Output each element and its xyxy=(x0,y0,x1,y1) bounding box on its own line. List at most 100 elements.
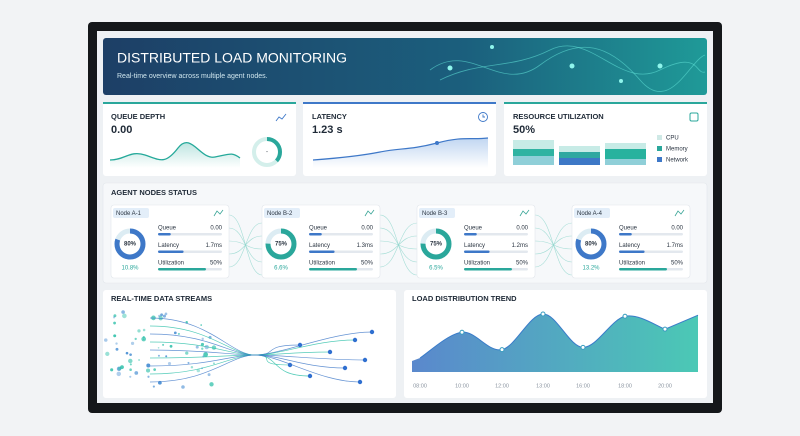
connector xyxy=(534,222,573,268)
stream-dot xyxy=(162,314,166,318)
icon xyxy=(519,209,530,217)
stream-dot xyxy=(164,312,168,316)
metric-label: Utilization xyxy=(619,261,645,267)
card-title: LATENCY xyxy=(312,112,347,121)
node-change: 6.6% xyxy=(274,266,288,272)
node-card xyxy=(571,204,691,279)
metric-bar xyxy=(619,268,667,271)
metric-bar xyxy=(158,268,206,271)
stream-graphic xyxy=(104,310,375,389)
header-title: DISTRIBUTED LOAD MONITORING xyxy=(117,50,347,66)
metric-bar xyxy=(464,268,512,271)
node-name: Node A-1 xyxy=(116,211,142,217)
stream-dot xyxy=(157,346,160,349)
metric-value: 50% xyxy=(361,261,374,267)
stream-dot xyxy=(153,368,156,371)
metric-bar xyxy=(619,250,645,253)
metric-value: 0.00 xyxy=(210,226,222,232)
metric-bar xyxy=(464,250,490,253)
node-pill xyxy=(574,208,610,218)
stream-dot xyxy=(134,371,139,375)
node-name: Node B-2 xyxy=(267,211,293,217)
stream-dot xyxy=(121,310,125,314)
metric-track xyxy=(464,233,528,236)
stream-dot xyxy=(195,345,199,349)
node-pill xyxy=(113,208,149,218)
metric-bar xyxy=(158,250,184,253)
node-pill xyxy=(419,208,455,218)
donut-arc xyxy=(575,228,607,260)
stream-dot xyxy=(165,355,168,358)
metric-label: Latency xyxy=(309,243,330,249)
stream-dot xyxy=(187,361,190,364)
trend-point xyxy=(580,344,586,350)
trend-point xyxy=(540,311,546,317)
node-name: Node A-4 xyxy=(577,211,603,217)
metric-bar xyxy=(464,233,477,236)
donut-arc xyxy=(265,228,297,260)
donut-label: 75% xyxy=(275,242,288,248)
trend-chart: 08:00 10:00 12:00 13:00 16:00 18:00 20:00 xyxy=(412,311,699,389)
stream-dot xyxy=(138,359,140,361)
metric-track xyxy=(619,233,683,236)
metric-value: 1.7ms xyxy=(206,243,222,249)
stream-end xyxy=(352,337,358,343)
stream-dot xyxy=(146,363,151,368)
stream-dot xyxy=(169,344,173,348)
stream-dot xyxy=(104,338,108,342)
legend-label: Network xyxy=(666,158,689,164)
metric-value: 50% xyxy=(516,261,529,267)
stream-dot xyxy=(129,375,132,378)
metric-bar xyxy=(309,250,335,253)
sparkline-dot xyxy=(435,141,439,145)
panel-title: REAL-TIME DATA STREAMS xyxy=(111,294,212,303)
card-accent xyxy=(103,102,296,104)
x-tick-label: 16:00 xyxy=(576,383,590,389)
stream-dot xyxy=(141,336,147,342)
metric-value: 50% xyxy=(210,261,223,267)
donut-label: 80% xyxy=(124,242,137,248)
metric-label: Queue xyxy=(158,226,177,232)
connector xyxy=(228,222,263,268)
metric-bar xyxy=(309,233,322,236)
metric-bar xyxy=(158,233,171,236)
icon xyxy=(213,209,224,217)
stream-dot xyxy=(190,365,194,369)
icon xyxy=(275,113,287,122)
metric-track xyxy=(158,233,222,236)
stream-dot xyxy=(125,351,129,355)
legend-swatch xyxy=(657,135,662,140)
stream-dot xyxy=(146,368,151,373)
node-name: Node B-3 xyxy=(422,211,448,217)
stream-dot xyxy=(201,347,204,350)
metric-label: Queue xyxy=(464,226,483,232)
icon xyxy=(364,209,375,217)
stream-dot xyxy=(207,373,211,377)
header-dots xyxy=(447,45,663,83)
x-tick-label: 08:00 xyxy=(413,383,427,389)
stream-dot xyxy=(152,385,155,388)
card-title: RESOURCE UTILIZATION xyxy=(513,112,604,121)
metric-value: 1.2ms xyxy=(512,243,528,249)
stream-dot xyxy=(173,331,177,335)
stream-dot xyxy=(142,328,146,332)
sparkline-area xyxy=(110,142,240,168)
x-tick-label: 13:00 xyxy=(536,383,550,389)
stream-dot xyxy=(118,366,122,371)
node-card xyxy=(416,204,536,279)
stream-line xyxy=(149,354,361,383)
x-tick-label: 10:00 xyxy=(455,383,469,389)
stream-dot xyxy=(201,337,204,341)
header-banner xyxy=(103,38,707,95)
node-card xyxy=(261,204,381,279)
stream-dot xyxy=(203,352,209,357)
connector xyxy=(379,222,418,268)
trend-point xyxy=(662,326,668,332)
metric-label: Utilization xyxy=(464,261,490,267)
card-value: 0.00 xyxy=(111,124,132,136)
card-value: 1.23 s xyxy=(312,124,343,136)
stream-dot xyxy=(134,337,137,341)
stream-dot xyxy=(200,324,202,326)
